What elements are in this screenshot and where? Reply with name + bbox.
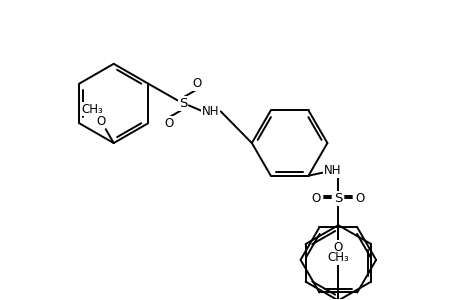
Text: O: O — [311, 192, 320, 205]
Text: S: S — [333, 192, 342, 205]
Text: O: O — [333, 241, 342, 254]
Text: O: O — [96, 115, 105, 128]
Text: O: O — [192, 77, 201, 90]
Text: CH₃: CH₃ — [327, 251, 348, 264]
Text: O: O — [164, 117, 173, 130]
Text: NH: NH — [202, 105, 219, 118]
Text: CH₃: CH₃ — [81, 103, 102, 116]
Text: NH: NH — [323, 164, 341, 177]
Text: O: O — [355, 192, 364, 205]
Text: S: S — [179, 97, 187, 110]
